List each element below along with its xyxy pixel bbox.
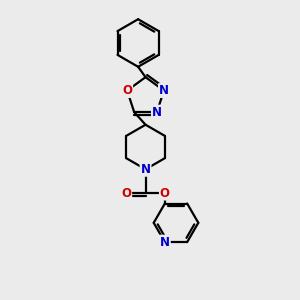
Text: O: O <box>160 187 170 200</box>
Text: N: N <box>160 236 170 249</box>
Text: O: O <box>122 84 132 97</box>
Text: O: O <box>121 187 131 200</box>
Text: N: N <box>152 106 162 118</box>
Text: N: N <box>140 163 151 176</box>
Text: N: N <box>159 84 169 97</box>
